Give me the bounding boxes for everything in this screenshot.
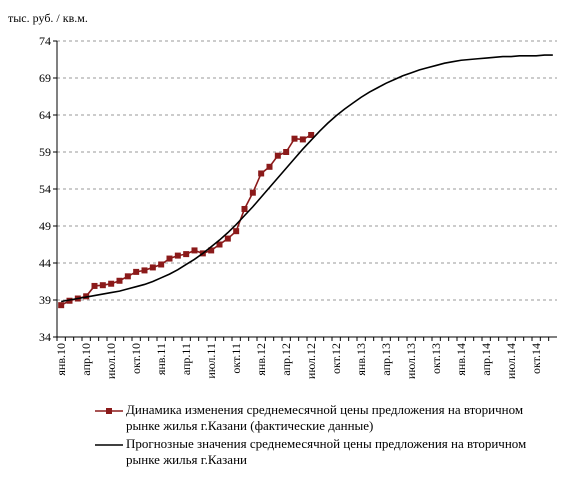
marker bbox=[216, 241, 223, 248]
series-line bbox=[60, 134, 312, 306]
x-tick-label: окт.13 bbox=[429, 343, 443, 374]
marker bbox=[174, 252, 181, 259]
marker bbox=[308, 131, 315, 138]
x-tick-label: янв.14 bbox=[454, 343, 468, 376]
x-tick-label: апр.11 bbox=[179, 343, 193, 375]
legend-marker bbox=[106, 408, 112, 414]
marker bbox=[133, 268, 140, 275]
legend-label: Динамика изменения среднемесячной цены п… bbox=[126, 402, 524, 433]
y-tick-label: 74 bbox=[39, 34, 51, 48]
marker bbox=[241, 205, 248, 212]
x-tick-label: июл.10 bbox=[104, 343, 118, 379]
legend: Динамика изменения среднемесячной цены п… bbox=[92, 402, 532, 470]
legend-entry: Прогнозные значения среднемесячной цены … bbox=[92, 436, 532, 468]
marker bbox=[99, 282, 106, 289]
marker bbox=[208, 247, 215, 254]
legend-key bbox=[95, 408, 123, 414]
y-tick-label: 54 bbox=[39, 182, 51, 196]
y-tick-label: 34 bbox=[39, 330, 51, 344]
x-tick-label: янв.10 bbox=[54, 343, 68, 376]
y-tick-label: 69 bbox=[39, 71, 51, 85]
y-axis-label: тыс. руб. / кв.м. bbox=[8, 11, 88, 25]
marker bbox=[291, 135, 298, 142]
x-tick-label: апр.10 bbox=[79, 343, 93, 376]
marker bbox=[166, 255, 173, 262]
marker bbox=[158, 261, 165, 268]
marker bbox=[108, 280, 115, 287]
legend-label: Прогнозные значения среднемесячной цены … bbox=[126, 436, 527, 467]
y-tick-label: 59 bbox=[39, 145, 51, 159]
x-tick-label: окт.12 bbox=[329, 343, 343, 374]
marker bbox=[191, 247, 198, 254]
x-tick-label: янв.12 bbox=[254, 343, 268, 376]
x-tick-label: июл.13 bbox=[404, 343, 418, 379]
marker bbox=[224, 235, 231, 242]
x-tick-label: окт.11 bbox=[229, 343, 243, 374]
marker bbox=[283, 149, 290, 155]
legend-key bbox=[95, 444, 123, 446]
x-tick-label: июл.12 bbox=[304, 343, 318, 379]
legend-entry: Динамика изменения среднемесячной цены п… bbox=[92, 402, 532, 434]
series-line bbox=[61, 54, 553, 303]
x-tick-label: окт.14 bbox=[529, 343, 543, 374]
x-tick-label: апр.12 bbox=[279, 343, 293, 376]
x-tick-label: янв.11 bbox=[154, 343, 168, 375]
x-tick-label: окт.10 bbox=[129, 343, 143, 374]
marker bbox=[266, 163, 273, 170]
y-tick-label: 49 bbox=[39, 219, 51, 233]
x-tick-label: апр.13 bbox=[379, 343, 393, 376]
x-tick-label: июл.11 bbox=[204, 343, 218, 379]
marker bbox=[124, 273, 131, 280]
marker bbox=[249, 189, 256, 196]
marker bbox=[183, 251, 190, 258]
marker bbox=[141, 267, 148, 274]
x-tick-label: апр.14 bbox=[479, 343, 493, 376]
marker bbox=[116, 277, 123, 284]
y-tick-label: 64 bbox=[39, 108, 51, 122]
x-tick-label: июл.14 bbox=[504, 343, 518, 379]
y-tick-label: 39 bbox=[39, 293, 51, 307]
marker bbox=[274, 152, 281, 159]
marker bbox=[58, 302, 65, 309]
marker bbox=[91, 282, 98, 289]
x-tick-label: янв.13 bbox=[354, 343, 368, 376]
chart: тыс. руб. / кв.м. 34 39 44 49 54 59 64 69 74 янв.… bbox=[8, 11, 557, 379]
marker bbox=[233, 228, 240, 235]
y-tick-label: 44 bbox=[39, 256, 51, 270]
marker bbox=[149, 264, 156, 271]
marker bbox=[299, 136, 306, 143]
marker bbox=[258, 170, 265, 177]
